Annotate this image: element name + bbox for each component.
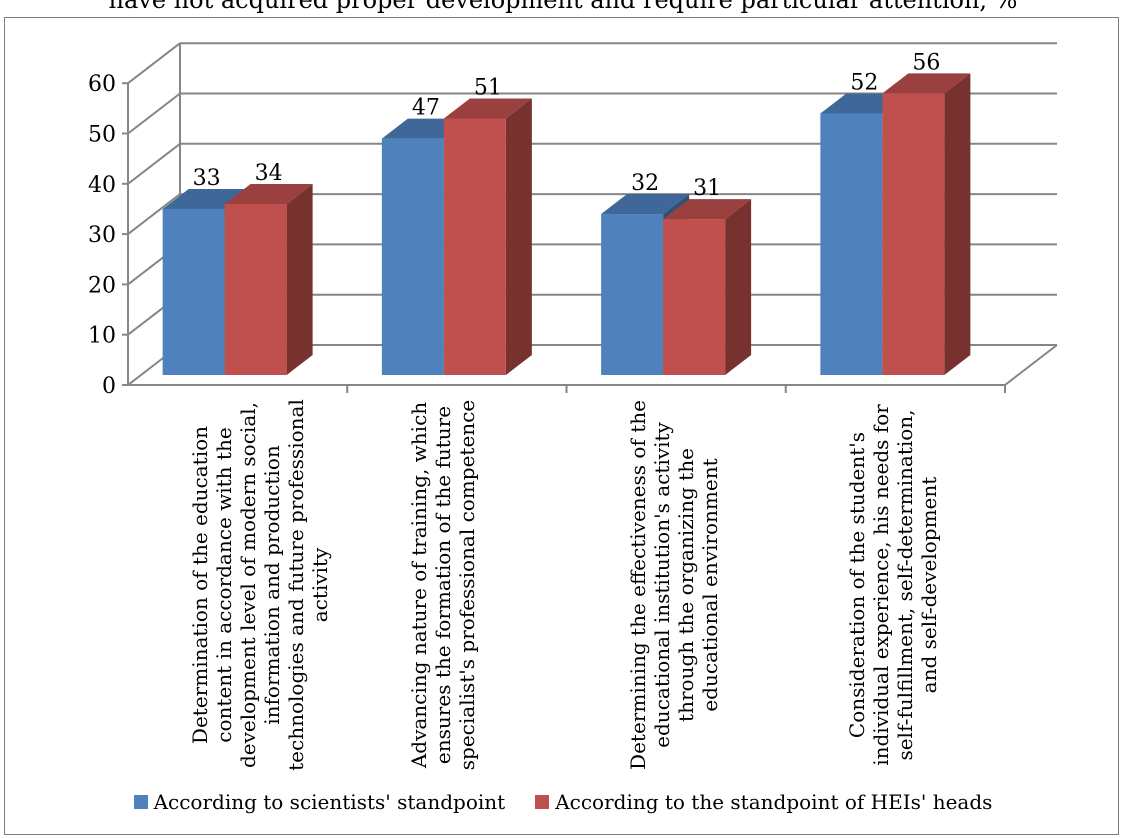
data-label: 52 xyxy=(850,70,878,95)
gridline-diagonal xyxy=(127,143,181,185)
category-label: Advancing nature of training, which ensu… xyxy=(406,399,479,771)
data-label: 32 xyxy=(631,171,659,196)
data-label: 51 xyxy=(474,75,502,100)
bar xyxy=(162,209,225,375)
legend: According to scientists' standpoint Acco… xyxy=(0,790,1126,814)
bar-top xyxy=(224,183,313,204)
data-label: 31 xyxy=(693,176,721,201)
legend-swatch-scientists xyxy=(133,795,148,809)
y-tick-label: 10 xyxy=(88,324,116,349)
y-tick-label: 40 xyxy=(88,173,116,198)
bar-side xyxy=(286,183,313,375)
bar xyxy=(224,203,287,375)
chart-frame xyxy=(4,17,1119,835)
category-label: Determining the effectiveness of the edu… xyxy=(626,400,723,770)
gridline-diagonal xyxy=(127,92,181,135)
y-tick-label: 30 xyxy=(88,223,116,248)
data-label: 34 xyxy=(255,161,283,186)
gridline-diagonal xyxy=(127,42,181,84)
bar-top xyxy=(601,194,690,215)
y-tick-label: 20 xyxy=(88,273,116,298)
bar xyxy=(443,118,506,375)
category-label: Consideration of the student's individua… xyxy=(845,404,942,766)
data-label: 33 xyxy=(193,166,221,191)
bar xyxy=(663,219,726,375)
legend-swatch-heads xyxy=(535,795,550,809)
chart-title: have not acquired proper development and… xyxy=(108,0,1018,14)
y-tick-label: 0 xyxy=(102,374,116,399)
y-tick-label: 60 xyxy=(88,72,116,97)
bar xyxy=(601,214,664,375)
bar xyxy=(882,93,945,375)
legend-item-heads: According to the standpoint of HEIs' hea… xyxy=(535,790,992,814)
gridline-diagonal xyxy=(127,193,181,235)
bar-side xyxy=(725,199,752,375)
bar-top xyxy=(663,199,752,220)
floor-right-edge xyxy=(1004,344,1058,386)
bar-side xyxy=(505,98,532,375)
legend-label-scientists: According to scientists' standpoint xyxy=(153,790,506,814)
bar-top xyxy=(443,98,532,119)
data-label: 56 xyxy=(912,50,940,75)
bar xyxy=(381,138,444,375)
legend-label-heads: According to the standpoint of HEIs' hea… xyxy=(555,790,993,814)
legend-item-scientists: According to scientists' standpoint xyxy=(133,790,506,814)
data-label: 47 xyxy=(412,96,440,121)
bar xyxy=(820,113,883,375)
y-tick-label: 50 xyxy=(88,123,116,148)
bar-side xyxy=(944,73,971,375)
category-label: Determination of the education content i… xyxy=(187,399,332,771)
bar-top xyxy=(882,73,971,94)
